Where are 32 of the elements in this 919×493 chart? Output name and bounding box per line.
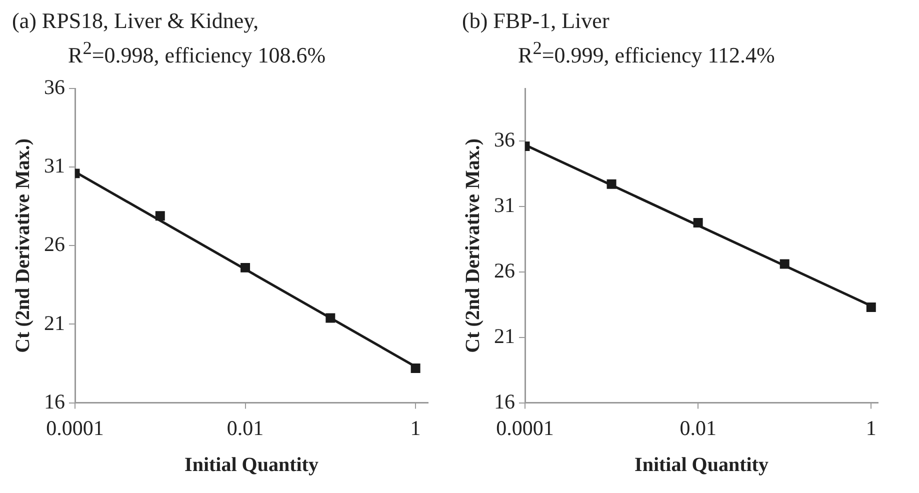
y-tick-label: 36	[494, 127, 515, 152]
y-tick-label: 26	[44, 232, 65, 256]
chart-subtitle: R$^{2}$=0.998, efficiency 108.6%	[68, 38, 327, 70]
y-tick-label: 26	[494, 258, 515, 282]
y-tick-label: 16	[494, 389, 515, 414]
point	[866, 302, 876, 312]
x-tick-label: 1	[410, 416, 421, 440]
point	[780, 259, 790, 269]
x-axis-title: Initial Quantity	[184, 454, 318, 476]
x-axis-title: Initial Quantity	[634, 454, 768, 476]
point	[410, 363, 420, 373]
point	[240, 262, 250, 272]
x-tick-label: 0.01	[226, 416, 264, 440]
x-tick-label: 0.0001	[496, 416, 554, 440]
x-tick-label: 0.0001	[46, 416, 104, 440]
point	[693, 218, 703, 228]
y-tick-label: 36	[44, 75, 65, 100]
chart-title: (a) RPS18, Liver & Kidney,	[12, 8, 260, 35]
x-tick-label: 1	[866, 416, 876, 440]
y-tick-label: 21	[494, 324, 515, 348]
point	[326, 313, 336, 323]
y-axis-title: Ct (2nd Derivative Max.)	[12, 138, 34, 353]
point	[155, 211, 165, 221]
point	[606, 179, 616, 189]
chart-title: (b) FBP-1, Liver	[462, 8, 610, 35]
y-tick-label: 31	[494, 192, 515, 217]
x-tick-label: 0.01	[680, 416, 716, 440]
y-tick-label: 16	[44, 389, 65, 414]
y-axis-title: Ct (2nd Derivative Max.)	[462, 138, 484, 353]
y-tick-label: 31	[44, 154, 65, 178]
y-tick-label: 21	[44, 310, 65, 335]
chart-subtitle: R$^{2}$=0.999, efficiency 112.4%	[518, 38, 776, 70]
